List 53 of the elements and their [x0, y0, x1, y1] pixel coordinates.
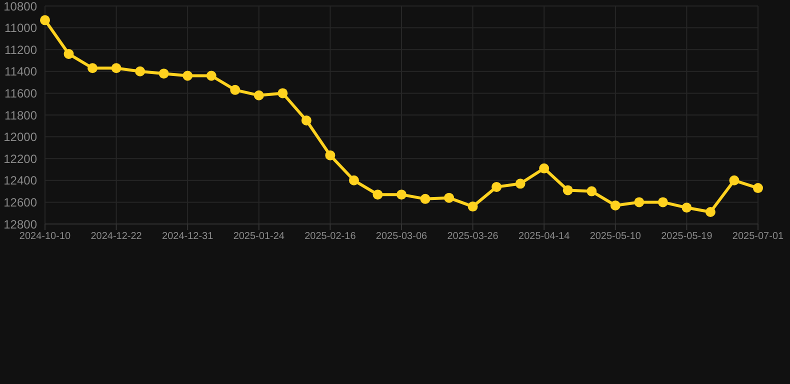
point: [301, 115, 312, 126]
point: [468, 202, 478, 212]
y-tick-label: 10800: [4, 0, 38, 14]
point: [658, 197, 668, 208]
point: [492, 182, 502, 192]
point: [753, 183, 763, 194]
y-tick-label: 12000: [4, 130, 38, 144]
point: [88, 63, 98, 74]
x-tick-label: 2025-05-19: [661, 231, 713, 242]
x-tick-label: 2025-05-10: [590, 231, 642, 242]
point: [325, 150, 336, 160]
point: [254, 90, 264, 100]
point: [348, 175, 359, 186]
point: [729, 175, 740, 186]
point: [182, 70, 193, 81]
x-tick-label: 2024-12-31: [162, 231, 214, 242]
point: [40, 15, 50, 26]
point: [634, 197, 644, 208]
point: [515, 178, 526, 189]
point: [562, 185, 573, 196]
y-tick-label: 11200: [4, 42, 38, 57]
point: [586, 186, 597, 196]
y-tick-label: 11400: [4, 64, 38, 79]
y-tick-label: 11600: [4, 86, 38, 100]
x-tick-label: 2025-07-01: [732, 231, 784, 242]
point: [420, 194, 430, 204]
point: [682, 202, 692, 213]
point: [444, 192, 454, 203]
y-tick-label: 11000: [4, 21, 38, 36]
point: [610, 200, 620, 210]
y-tick-label: 12800: [4, 217, 38, 232]
x-tick-label: 2025-01-24: [233, 231, 285, 242]
point: [135, 66, 146, 76]
point: [278, 88, 288, 98]
point: [158, 68, 169, 79]
y-tick-label: 12200: [4, 152, 38, 166]
point: [705, 207, 716, 218]
y-tick-label: 11800: [4, 108, 38, 122]
x-tick-label: 2025-03-06: [376, 231, 428, 242]
point: [206, 70, 216, 81]
y-tick-label: 12600: [4, 195, 38, 210]
point: [396, 190, 406, 200]
point: [64, 48, 74, 59]
x-tick-label: 2024-12-22: [90, 231, 142, 242]
x-tick-label: 2024-10-10: [19, 231, 72, 242]
x-tick-label: 2025-02-16: [304, 231, 356, 242]
x-tick-label: 2025-04-14: [518, 231, 570, 242]
point: [230, 84, 240, 95]
point: [372, 190, 383, 200]
y-tick-label: 12400: [4, 174, 38, 188]
point: [111, 63, 122, 74]
point: [539, 163, 550, 174]
x-tick-label: 2025-03-26: [447, 231, 499, 242]
